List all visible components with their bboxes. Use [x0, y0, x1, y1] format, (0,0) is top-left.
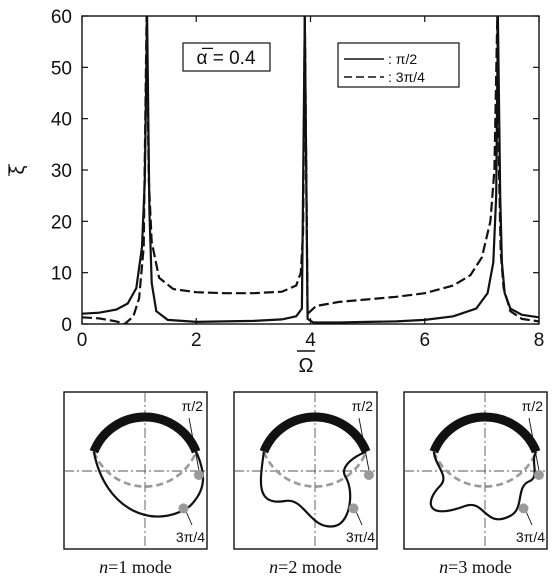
mode-marker-3pi4: [348, 503, 359, 514]
legend-label-1: : π/2: [388, 51, 417, 67]
annotation-box: [182, 42, 271, 72]
series-line-dashed: [82, 16, 539, 324]
mode-caption-n: n: [439, 557, 448, 577]
axis-ticks: 0 2 4 6 8 0 10 20 30 40 50 60: [51, 7, 544, 351]
y-axis-label-text: ξ: [7, 165, 29, 174]
y-tick-label: 10: [51, 264, 72, 285]
series-layer: [82, 16, 539, 324]
series-line-solid: [82, 16, 539, 324]
mode-label-bottom: 3π/4: [516, 529, 545, 545]
mode-dashed-arc: [92, 451, 198, 488]
mode-label-bottom: 3π/4: [346, 529, 375, 545]
mode-leader-top: [358, 417, 370, 471]
mode-leader-top: [528, 417, 540, 471]
x-tick-label: 6: [419, 330, 430, 351]
mode-marker-3pi4: [178, 503, 189, 514]
x-tick-label: 0: [77, 330, 88, 351]
mode-leader-bottom: [526, 512, 533, 526]
x-axis-label-text: Ω: [299, 355, 314, 377]
x-axis-label: Ω: [297, 350, 315, 377]
legend-box: [337, 42, 460, 88]
mode-leader-top: [188, 417, 200, 471]
y-tick-label: 40: [51, 110, 72, 131]
mode-marker-pi2: [363, 470, 374, 480]
mode-panel-2: π/23π/4n=2 mode: [233, 391, 378, 577]
mode-panel-3: π/23π/4n=3 mode: [403, 391, 548, 577]
mode-caption-rest: =1 mode: [108, 557, 172, 577]
mode-label-top: π/2: [352, 398, 374, 414]
mode-label-top: π/2: [182, 398, 204, 414]
mode-caption: n=1 mode: [99, 557, 172, 577]
mode-dashed-arc: [262, 451, 368, 488]
x-tick-label: 2: [191, 330, 202, 351]
mode-caption-rest: =2 mode: [278, 557, 342, 577]
mode-caption-rest: =3 mode: [448, 557, 512, 577]
legend: : π/2 : 3π/4: [337, 42, 460, 88]
legend-label-2: : 3π/4: [388, 69, 425, 85]
mode-shape: [429, 451, 538, 521]
mode-caption: n=2 mode: [269, 557, 342, 577]
y-tick-label: 50: [51, 58, 72, 79]
x-tick-label: 8: [534, 330, 545, 351]
y-tick-label: 0: [61, 315, 72, 336]
y-tick-label: 20: [51, 212, 72, 233]
mode-thick-arc: [89, 412, 201, 454]
mode-marker-pi2: [193, 470, 204, 480]
mode-leader-bottom: [186, 512, 193, 526]
y-axis-label: ξ: [7, 164, 29, 176]
mode-marker-pi2: [533, 470, 544, 480]
y-tick-label: 60: [51, 7, 72, 28]
mode-label-top: π/2: [522, 398, 544, 414]
mode-leader-bottom: [356, 512, 363, 526]
mode-label-bottom: 3π/4: [176, 529, 205, 545]
mode-marker-3pi4: [518, 503, 529, 514]
mode-caption: n=3 mode: [439, 557, 512, 577]
mode-thick-arc: [429, 412, 541, 454]
mode-caption-n: n: [269, 557, 278, 577]
mode-shape: [259, 450, 367, 528]
annotation-text: α̅ = 0.4: [196, 48, 255, 69]
y-tick-label: 30: [51, 161, 72, 182]
main-chart: 0 2 4 6 8 0 10 20 30 40 50 60 α̅ = 0.4 : π/2 : 3π/4…: [7, 7, 544, 377]
x-tick-label: 4: [305, 330, 316, 351]
mode-panel-1: π/23π/4n=1 mode: [63, 391, 208, 577]
mode-dashed-arc: [432, 451, 538, 488]
mode-caption-n: n: [99, 557, 108, 577]
mode-thick-arc: [259, 412, 371, 454]
